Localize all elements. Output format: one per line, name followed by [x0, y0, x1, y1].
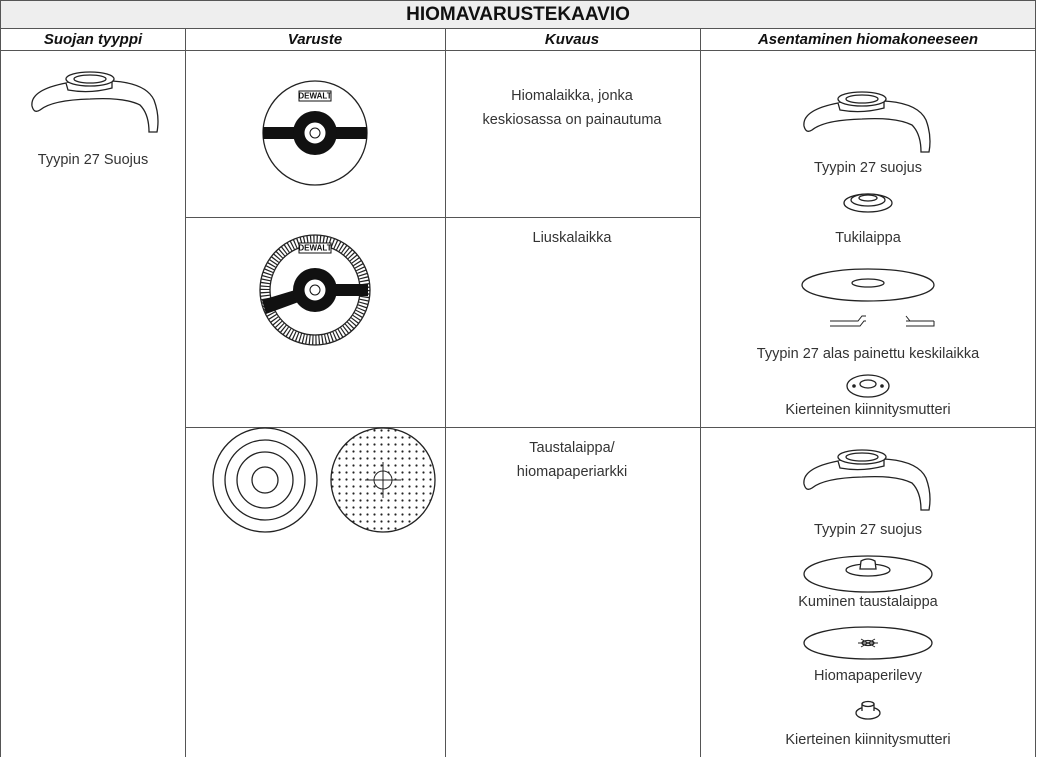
brand-label: DEWALT [298, 92, 331, 101]
assembly-part: Tukilaippa [835, 230, 901, 246]
flap-disc-illustration [259, 234, 371, 346]
sanding-disc-illustration [803, 626, 933, 660]
guard-illustration [803, 449, 931, 511]
description: keskiosassa on painautuma [483, 112, 663, 128]
assembly-part: Tyypin 27 alas painettu keskilaikka [757, 346, 980, 362]
backing-pad-illustration [212, 427, 436, 533]
brand-label: DEWALT [298, 244, 331, 253]
wheel-illustration [262, 80, 368, 186]
nut-illustration [846, 374, 890, 398]
assembly-part: Kierteinen kiinnitysmutteri [785, 732, 950, 748]
assembly-part: Kierteinen kiinnitysmutteri [785, 402, 950, 418]
description: Hiomalaikka, jonka [511, 88, 634, 104]
column-header: Kuvaus [545, 31, 599, 48]
guard-illustration [31, 71, 159, 133]
nut-illustration [855, 700, 881, 720]
column-header: Asentaminen hiomakoneeseen [757, 31, 978, 48]
column-header: Suojan tyyppi [44, 31, 143, 48]
guard-illustration [803, 91, 931, 153]
disc-illustration [801, 268, 935, 327]
title-row [0, 0, 1036, 29]
rubber-pad-illustration [803, 555, 933, 593]
description: Liuskalaikka [533, 230, 613, 246]
assembly-part: Hiomapaperilevy [814, 668, 923, 684]
guard-type: Tyypin 27 Suojus [38, 152, 148, 168]
column-header: Varuste [288, 31, 342, 48]
flange-illustration [843, 193, 893, 213]
description: Taustalaippa/ [529, 440, 615, 456]
description: hiomapaperiarkki [517, 464, 627, 480]
chart-title: HIOMAVARUSTEKAAVIO [406, 4, 630, 25]
assembly-part: Kuminen taustalaippa [798, 594, 938, 610]
assembly-part: Tyypin 27 suojus [814, 160, 922, 176]
assembly-part: Tyypin 27 suojus [814, 522, 922, 538]
